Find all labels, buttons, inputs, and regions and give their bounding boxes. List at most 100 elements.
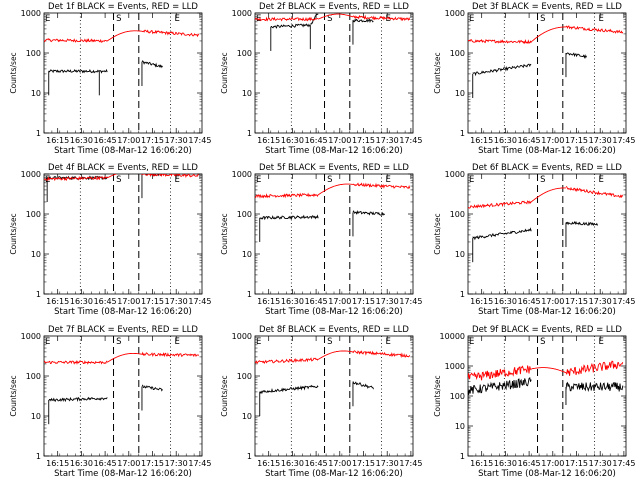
x-tick-label: 16:15 [470, 459, 493, 468]
lld-line [106, 352, 143, 363]
y-tick-label: 100 [26, 372, 41, 381]
panel-4: Det 4f BLACK = Events, RED = LLD 1 10 100 10… [9, 163, 211, 317]
x-tick-label: 16:30 [281, 297, 304, 306]
x-tick-label: 16:30 [281, 136, 304, 145]
y-tick-label: 1 [460, 452, 465, 461]
y-axis-label: Counts/sec [433, 52, 442, 93]
events-line [310, 13, 319, 25]
x-tick-label: 17:15 [141, 136, 164, 145]
events-line [565, 52, 587, 59]
x-tick-label: 16:45 [94, 136, 117, 145]
marker-label: E [256, 337, 261, 347]
events-line [565, 381, 624, 392]
x-tick-label: 17:00 [117, 297, 140, 306]
y-axis-label: Counts/sec [9, 213, 18, 254]
y-axis-label: Counts/sec [220, 375, 229, 416]
x-tick-label: 16:30 [281, 459, 304, 468]
x-axis-label: Start Time (08-Mar-12 16:06:20) [478, 146, 616, 156]
x-tick-label: 17:15 [565, 136, 588, 145]
y-tick-label: 1000 [232, 9, 252, 18]
y-tick-label: 10 [242, 89, 252, 98]
x-tick-label: 16:30 [70, 136, 93, 145]
y-tick-label: 100 [450, 210, 465, 219]
lld-line [255, 357, 319, 365]
lld-line [565, 360, 624, 376]
x-tick-label: 17:45 [188, 297, 211, 306]
y-axis-label: Counts/sec [433, 375, 442, 416]
x-axis-label: Start Time (08-Mar-12 16:06:20) [54, 307, 192, 317]
y-tick-label: 1000 [21, 9, 41, 18]
x-tick-label: 17:15 [352, 297, 375, 306]
series-group [255, 13, 411, 51]
x-tick-label: 16:45 [94, 297, 117, 306]
y-tick-label: 10000 [440, 332, 465, 341]
series-group [468, 186, 624, 263]
x-tick-label: 17:00 [328, 459, 351, 468]
x-tick-label: 16:30 [494, 459, 517, 468]
marker-label: S [327, 14, 332, 24]
x-tick-label: 17:15 [352, 459, 375, 468]
panel-8: Det 8f BLACK = Events, RED = LLD 1 10 100 10… [220, 325, 422, 479]
lld-line [531, 367, 567, 374]
x-tick-label: 17:30 [165, 459, 188, 468]
y-tick-label: 10 [31, 412, 41, 421]
y-tick-label: 100 [26, 49, 41, 58]
lld-line [44, 38, 108, 43]
x-tick-label: 16:30 [70, 297, 93, 306]
lld-line [141, 174, 200, 178]
y-tick-label: 1 [247, 290, 252, 299]
events-line [352, 18, 374, 24]
x-tick-label: 16:45 [518, 297, 541, 306]
y-tick-label: 10 [31, 250, 41, 259]
x-axis-label: Start Time (08-Mar-12 16:06:20) [54, 469, 192, 479]
y-tick-label: 1000 [445, 362, 465, 371]
panel-3: Det 3f BLACK = Events, RED = LLD 1 10 100 10… [433, 2, 635, 156]
panel-5: Det 5f BLACK = Events, RED = LLD 1 10 100 10… [220, 163, 422, 317]
panel-title: Det 7f BLACK = Events, RED = LLD [48, 325, 198, 335]
plot-frame [43, 173, 203, 295]
marker-label: S [540, 337, 545, 347]
x-tick-label: 17:45 [188, 459, 211, 468]
panel-title: Det 1f BLACK = Events, RED = LLD [48, 2, 198, 12]
x-tick-label: 17:00 [117, 136, 140, 145]
y-axis-label: Counts/sec [433, 213, 442, 254]
y-axis-label: Counts/sec [220, 213, 229, 254]
x-tick-label: 17:00 [328, 297, 351, 306]
x-tick-label: 16:30 [494, 136, 517, 145]
panel-title: Det 6f BLACK = Events, RED = LLD [472, 163, 622, 173]
y-tick-label: 1 [36, 452, 41, 461]
x-tick-label: 16:30 [494, 297, 517, 306]
events-line [270, 23, 311, 29]
x-axis-label: Start Time (08-Mar-12 16:06:20) [265, 307, 403, 317]
plot-frame [254, 12, 414, 134]
marker-label: S [116, 337, 121, 347]
plot-frame [254, 173, 414, 295]
events-line [472, 227, 532, 241]
series-group [44, 174, 200, 202]
x-tick-label: 17:45 [399, 459, 422, 468]
x-tick-label: 17:45 [399, 297, 422, 306]
y-tick-label: 10 [455, 250, 465, 259]
x-tick-label: 17:30 [376, 297, 399, 306]
events-line [259, 384, 319, 395]
lld-line [530, 26, 566, 43]
panel-title: Det 9f BLACK = Events, RED = LLD [472, 325, 622, 335]
x-tick-label: 16:15 [257, 136, 280, 145]
y-tick-label: 10 [31, 89, 41, 98]
x-tick-label: 16:15 [46, 297, 69, 306]
x-axis-label: Start Time (08-Mar-12 16:06:20) [478, 307, 616, 317]
events-line [141, 60, 163, 69]
x-tick-label: 17:30 [589, 459, 612, 468]
x-tick-label: 17:30 [589, 297, 612, 306]
y-tick-label: 10 [242, 250, 252, 259]
marker-label: S [540, 14, 545, 24]
lld-line [318, 13, 354, 20]
x-axis-label: Start Time (08-Mar-12 16:06:20) [265, 146, 403, 156]
marker-label: E [386, 14, 391, 24]
lld-line [352, 14, 411, 22]
x-tick-label: 17:00 [541, 297, 564, 306]
x-tick-label: 17:30 [376, 136, 399, 145]
panel-title: Det 5f BLACK = Events, RED = LLD [259, 163, 409, 173]
x-tick-label: 17:15 [565, 459, 588, 468]
